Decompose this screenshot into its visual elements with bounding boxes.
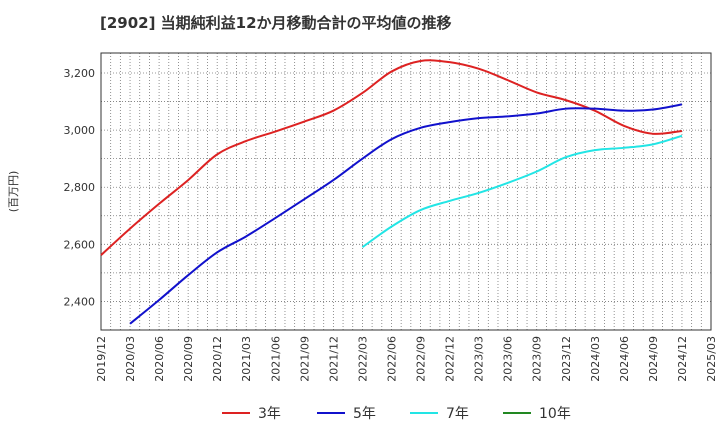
y-tick-label: 2,400 <box>64 295 96 308</box>
x-tick-label: 2020/09 <box>182 336 195 382</box>
series-line-7年 <box>361 134 683 249</box>
legend-label-7年: 7年 <box>446 406 469 422</box>
plot-border <box>100 52 712 331</box>
x-tick-label: 2021/03 <box>240 336 253 382</box>
x-tick-label: 2023/12 <box>560 336 573 382</box>
x-tick-label: 2024/09 <box>647 336 660 382</box>
x-tick-label: 2022/03 <box>356 336 369 382</box>
plot-area <box>101 53 711 330</box>
x-tick-label: 2020/03 <box>124 336 137 382</box>
x-tick-label: 2021/09 <box>298 336 311 382</box>
legend-label-10年: 10年 <box>539 406 571 422</box>
x-tick-label: 2024/12 <box>676 336 689 382</box>
x-tick-label: 2022/12 <box>444 336 457 382</box>
y-tick-label: 3,000 <box>64 124 96 137</box>
x-tick-label: 2025/03 <box>705 336 718 382</box>
x-tick-label: 2022/09 <box>415 336 428 382</box>
x-tick-label: 2021/06 <box>269 336 282 382</box>
x-tick-label: 2022/06 <box>385 336 398 382</box>
y-tick-label: 2,800 <box>64 181 96 194</box>
x-tick-label: 2023/06 <box>502 336 515 382</box>
x-tick-label: 2020/06 <box>153 336 166 382</box>
legend-label-5年: 5年 <box>353 406 376 422</box>
x-tick-label: 2024/03 <box>589 336 602 382</box>
series-line-3年 <box>100 59 683 256</box>
y-axis-label: (百万円) <box>7 171 20 213</box>
y-tick-label: 3,200 <box>64 67 96 80</box>
series-line-5年 <box>129 103 683 325</box>
y-tick-label: 2,600 <box>64 238 96 251</box>
x-tick-label: 2020/12 <box>211 336 224 382</box>
x-tick-label: 2021/12 <box>327 336 340 382</box>
legend-label-3年: 3年 <box>258 406 281 422</box>
chart-title: [2902] 当期純利益12か月移動合計の平均値の推移 <box>100 14 452 32</box>
x-tick-label: 2019/12 <box>95 336 108 382</box>
x-tick-label: 2024/06 <box>618 336 631 382</box>
x-tick-label: 2023/03 <box>473 336 486 382</box>
x-tick-label: 2023/09 <box>531 336 544 382</box>
